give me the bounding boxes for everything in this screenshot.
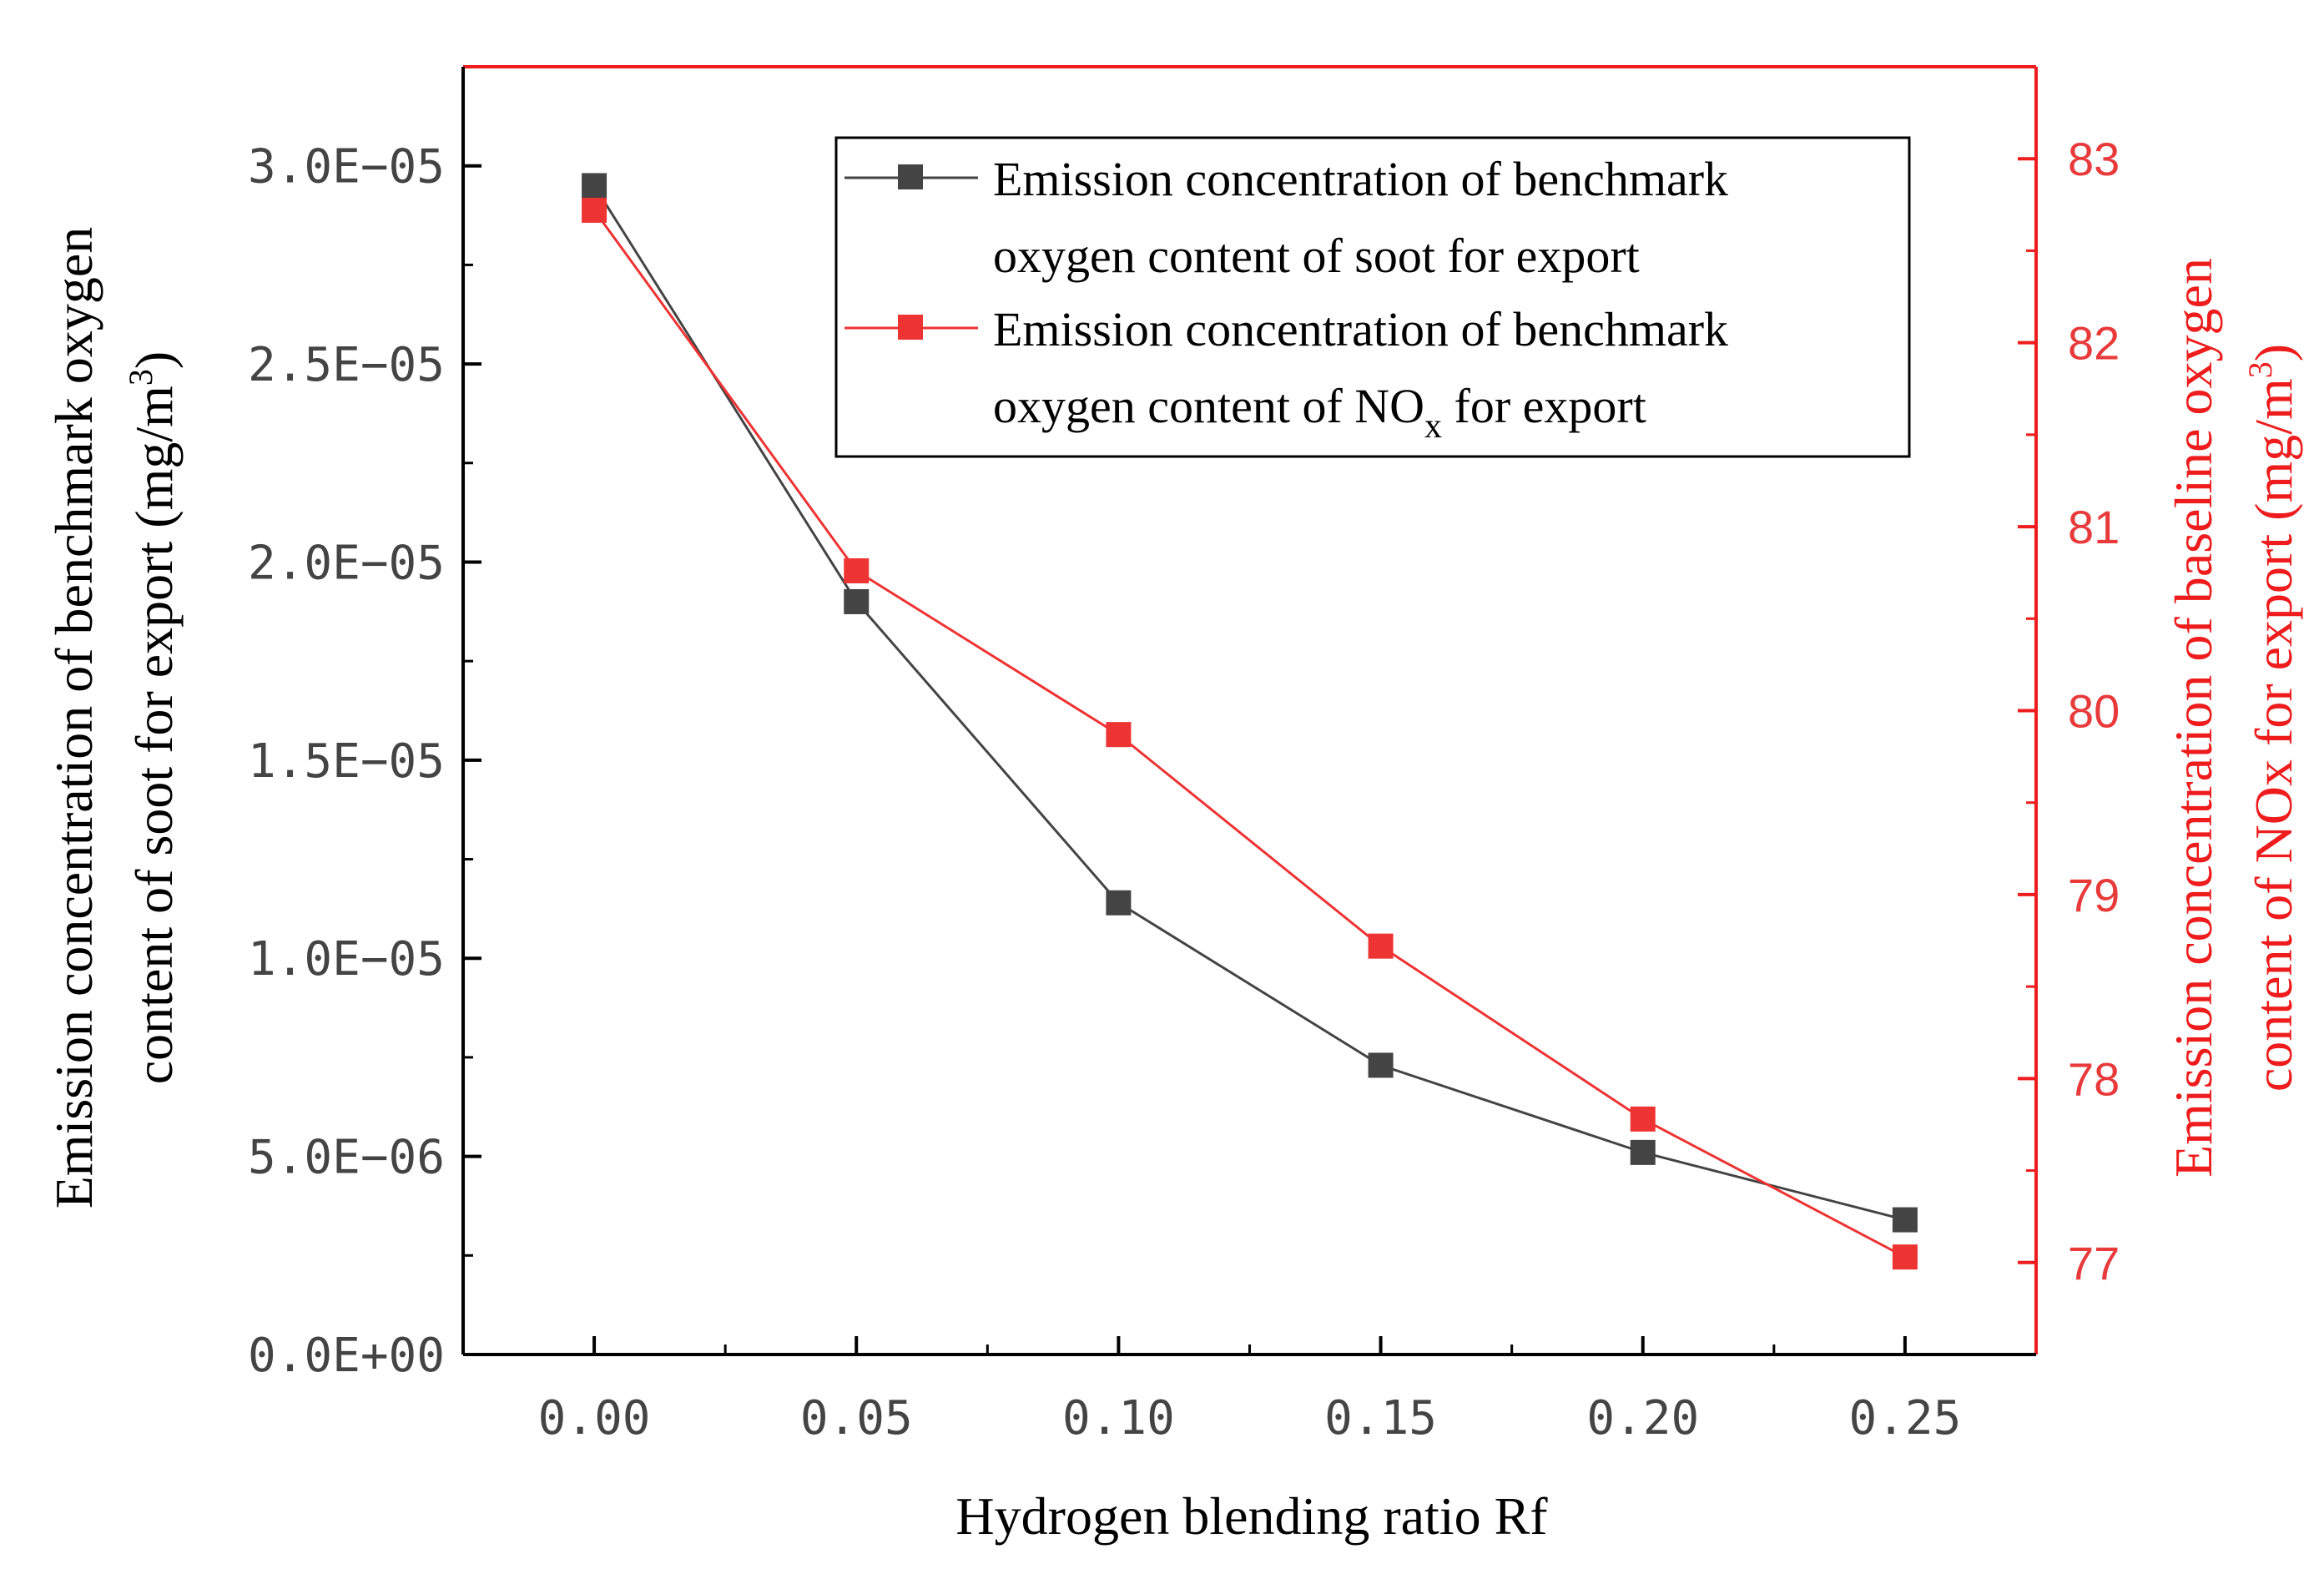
legend-label-nox-line2: oxygen content of NOx for export: [993, 379, 1646, 446]
right-tick-label: 83: [2068, 133, 2120, 185]
right-axis-ticks: 77 78 79 80 81 82 83: [2018, 133, 2120, 1289]
legend: Emission concentration of benchmark oxyg…: [834, 136, 1911, 458]
right-tick-label: 82: [2068, 317, 2120, 370]
x-tick-label: 0.15: [1324, 1391, 1437, 1445]
data-point-nox: [1892, 1244, 1918, 1270]
data-point-nox: [1368, 933, 1394, 959]
x-tick-label: 0.20: [1586, 1391, 1699, 1445]
left-tick-label: 1.0E−05: [248, 932, 445, 986]
left-tick-label: 5.0E−06: [248, 1131, 445, 1185]
data-point-soot: [1106, 890, 1132, 916]
legend-label-soot-line1: Emission concentration of benchmark: [993, 152, 1728, 206]
left-tick-label: 1.5E−05: [248, 734, 445, 789]
x-tick-label: 0.25: [1848, 1391, 1961, 1445]
x-axis-ticks: 0.00 0.05 0.10 0.15 0.20 0.25: [538, 1336, 1961, 1445]
right-axis-title: Emission concentration of baseline oxyge…: [2164, 258, 2303, 1178]
left-tick-label: 2.0E−05: [248, 536, 445, 590]
right-tick-label: 77: [2068, 1237, 2120, 1289]
data-point-soot: [1630, 1139, 1656, 1165]
legend-marker-nox: [898, 315, 923, 340]
right-axis-title-line2: content of NOx for export (mg/m3): [2241, 344, 2303, 1092]
data-point-nox: [844, 557, 870, 583]
left-axis-ticks: 0.0E+00 5.0E−06 1.0E−05 1.5E−05 2.0E−05 2.5E−…: [248, 140, 481, 1383]
data-point-soot: [1368, 1052, 1394, 1078]
data-point-soot: [582, 173, 607, 199]
x-tick-label: 0.00: [538, 1391, 651, 1445]
right-axis-title-line1: Emission concentration of baseline oxyge…: [2164, 258, 2223, 1178]
legend-marker-soot: [898, 164, 923, 189]
data-point-nox: [582, 197, 607, 223]
right-tick-label: 80: [2068, 685, 2120, 738]
left-tick-label: 2.5E−05: [248, 338, 445, 392]
x-axis-title: Hydrogen blending ratio Rf: [955, 1486, 1548, 1546]
data-point-nox: [1106, 722, 1132, 748]
legend-label-soot-line2: oxygen content of soot for export: [993, 229, 1640, 283]
left-tick-label: 3.0E−05: [248, 140, 445, 194]
x-tick-label: 0.05: [800, 1391, 913, 1445]
series-line-nox: [592, 209, 1906, 1259]
x-tick-label: 0.10: [1062, 1391, 1175, 1445]
series-layer: [582, 173, 1918, 1270]
left-axis-title-line2: content of soot for export (mg/m3): [122, 351, 184, 1084]
left-tick-label: 0.0E+00: [248, 1329, 445, 1383]
legend-box: [834, 136, 1911, 458]
left-axis-title-line1: Emission concentration of benchmark oxyg…: [44, 227, 103, 1209]
left-axis-title: Emission concentration of benchmark oxyg…: [44, 227, 184, 1209]
data-point-nox: [1630, 1106, 1656, 1132]
series-line-soot: [592, 184, 1906, 1222]
right-tick-label: 79: [2068, 869, 2120, 921]
right-tick-label: 81: [2068, 501, 2120, 553]
legend-label-nox-line1: Emission concentration of benchmark: [993, 302, 1728, 356]
right-tick-label: 78: [2068, 1052, 2120, 1105]
data-point-soot: [1892, 1207, 1918, 1233]
data-point-soot: [844, 588, 870, 614]
